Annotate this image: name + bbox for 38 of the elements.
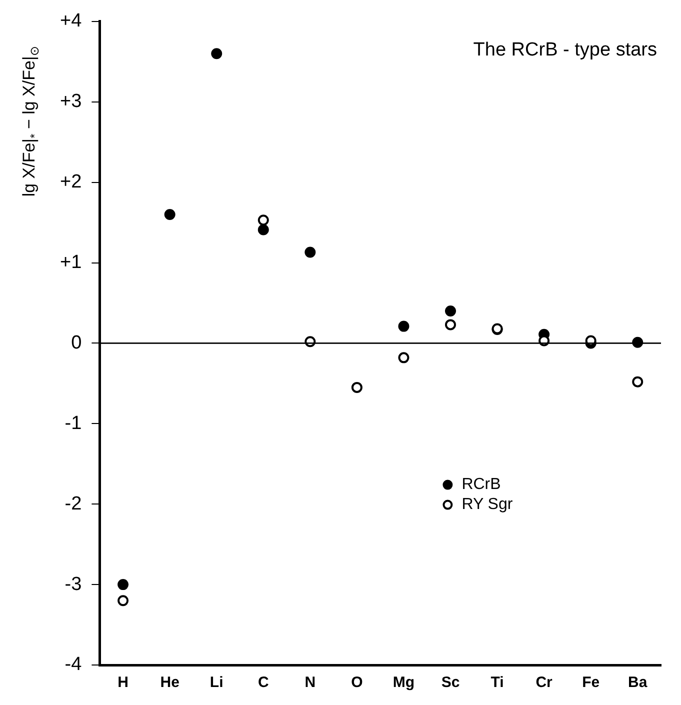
point xyxy=(398,320,410,332)
point xyxy=(164,208,176,220)
point xyxy=(351,382,362,393)
x-tick-label: Ti xyxy=(490,674,504,692)
y-tick-label: +4 xyxy=(60,10,82,32)
point xyxy=(118,579,129,590)
x-tick-label: Fe xyxy=(582,674,600,692)
point xyxy=(304,246,316,258)
x-tick-label: N xyxy=(304,674,316,692)
x-tick-label: O xyxy=(351,674,364,692)
x-tick-label: Ba xyxy=(628,674,648,692)
point xyxy=(445,319,456,330)
x-tick-label: He xyxy=(160,674,180,692)
x-tick-label: Mg xyxy=(392,674,415,692)
text: The RCrB - type stars xyxy=(473,39,658,60)
y-axis-title: lg X/Fe|* − lg X/Fe|⊙ xyxy=(20,46,42,197)
point xyxy=(118,595,129,606)
y-tick-label: -3 xyxy=(64,574,82,595)
y-tick-label: -2 xyxy=(64,493,82,514)
x-tick-label: Cr xyxy=(536,674,553,692)
point xyxy=(211,48,222,60)
legend-label: RY Sgr xyxy=(462,496,514,514)
point xyxy=(258,214,269,226)
y-tick-label: +2 xyxy=(60,172,82,193)
y-tick-label: +3 xyxy=(60,91,82,112)
y-tick-label: 0 xyxy=(71,332,82,354)
point xyxy=(632,376,644,388)
legend-label: RCrB xyxy=(462,476,501,494)
y-tick-label: +1 xyxy=(60,252,82,273)
x-tick-label: Sc xyxy=(441,674,460,692)
y-tick-label: -1 xyxy=(64,412,82,434)
y-tick-label: -4 xyxy=(64,654,82,676)
x-tick-label: H xyxy=(118,674,128,692)
point xyxy=(258,224,269,236)
x-tick-label: C xyxy=(258,674,269,692)
point xyxy=(445,306,456,317)
x-tick-label: Li xyxy=(210,674,224,692)
point xyxy=(398,352,410,364)
